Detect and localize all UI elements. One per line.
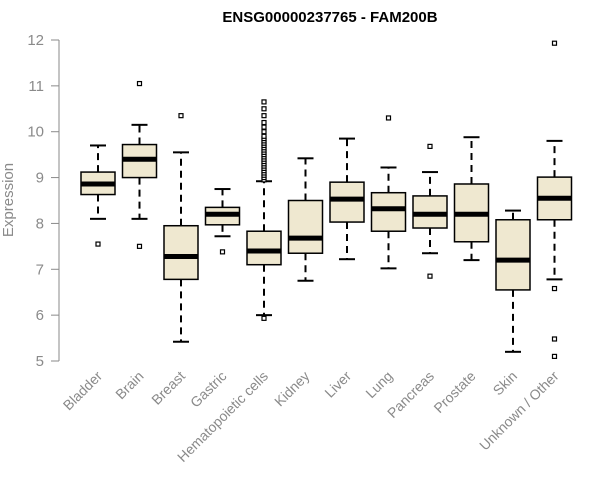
y-tick-label: 9: [36, 170, 44, 187]
box-group: [204, 188, 241, 255]
y-tick-label: 5: [36, 353, 44, 370]
iqr-box: [329, 181, 365, 223]
outlier-point: [261, 119, 267, 126]
y-tick-label: 10: [27, 124, 44, 141]
x-tick-label: Brain: [112, 368, 146, 402]
iqr-box: [287, 199, 324, 254]
outlier-point: [261, 315, 267, 321]
iqr-box: [370, 191, 407, 232]
outlier-point: [427, 143, 433, 149]
y-tick-label: 11: [28, 78, 44, 95]
iqr-box: [495, 219, 531, 291]
box-group: [370, 115, 407, 270]
x-tick-label: Prostate: [430, 368, 478, 416]
box-group: [287, 157, 324, 282]
x-tick-label: Kidney: [271, 368, 313, 410]
box-group: [246, 99, 282, 321]
x-tick-label: Lung: [362, 368, 395, 401]
y-tick-label: 12: [27, 32, 44, 49]
outlier-point: [261, 99, 267, 105]
outlier-point: [136, 243, 143, 249]
y-tick-label: 8: [36, 215, 44, 232]
outlier-point: [219, 249, 226, 255]
outlier-point: [178, 113, 184, 119]
box-group: [536, 40, 573, 360]
outlier-point: [261, 133, 267, 139]
x-tick-label: Unknown / Other: [476, 368, 562, 454]
iqr-box: [246, 230, 282, 266]
iqr-box: [163, 224, 199, 281]
x-tick-label: Liver: [321, 368, 354, 401]
outlier-point: [95, 241, 101, 247]
outlier-point: [136, 80, 143, 87]
outlier-point: [551, 336, 558, 342]
outlier-point: [551, 353, 558, 360]
x-tick-label: Bladder: [60, 368, 106, 414]
x-tick-label: Breast: [148, 368, 188, 408]
y-axis-label: Expression: [0, 163, 17, 237]
box-group: [163, 113, 199, 343]
box-group: [453, 136, 490, 262]
outlier-point: [551, 285, 558, 292]
outlier-point: [261, 113, 267, 119]
box-group: [80, 144, 116, 247]
box-group: [121, 80, 158, 249]
outlier-point: [261, 124, 267, 130]
outlier-point: [261, 106, 267, 112]
boxes: [80, 40, 573, 360]
y-axis: 5 6 7 8 9 10 11 12: [27, 32, 60, 370]
box-group: [495, 209, 531, 353]
x-tick-label: Skin: [490, 368, 521, 399]
y-tick-label: 6: [36, 307, 44, 324]
outlier-point: [551, 40, 558, 46]
outlier-point: [261, 129, 267, 135]
chart-title: ENSG00000237765 - FAM200B: [222, 9, 437, 26]
outlier-point: [385, 115, 392, 121]
box-group: [329, 137, 365, 261]
outlier-point: [427, 273, 433, 279]
y-tick-label: 7: [36, 261, 44, 278]
box-group: [412, 143, 448, 279]
